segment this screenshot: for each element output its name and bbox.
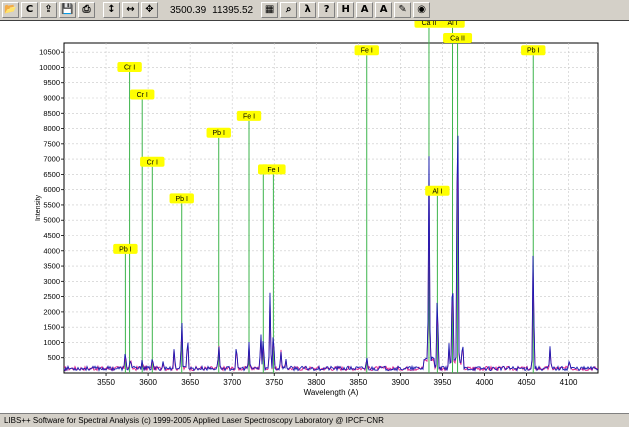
- x-tick-label: 4000: [476, 378, 494, 387]
- element-label-box: [440, 17, 465, 28]
- element-marker-icon[interactable]: A: [375, 2, 393, 18]
- element-label: Al I: [432, 188, 442, 195]
- print-icon[interactable]: ⎙: [78, 2, 95, 18]
- element-label-box: [206, 127, 231, 138]
- element-label: Ca II: [450, 36, 465, 43]
- toolbar: 📂 C ⇪ 💾 ⎙ ↕ ↔ ✥ 3500.39 11395.52 ▦ ⌕ λ? H A A ✎ ◉: [0, 0, 629, 21]
- status-bar: LIBS++ Software for Spectral Analysis (c…: [0, 413, 629, 426]
- export-icon[interactable]: ⇪: [40, 2, 57, 18]
- y-tick-label: 10500: [39, 48, 60, 57]
- element-label-box: [443, 33, 473, 43]
- element-label: Cr I: [137, 92, 148, 99]
- element-label-box: [169, 193, 194, 204]
- x-tick-label: 4050: [518, 378, 536, 387]
- y-tick-label: 1000: [43, 338, 60, 347]
- element-label-box: [113, 243, 138, 254]
- element-label-box: [117, 62, 142, 73]
- y-tick-label: 500: [47, 353, 60, 362]
- element-label: Ca II: [422, 21, 437, 27]
- element-label-box: [425, 185, 450, 196]
- element-label-box: [236, 110, 262, 121]
- y-tick-label: 10000: [39, 63, 60, 72]
- open-folder-icon[interactable]: 📂: [2, 2, 19, 18]
- y-tick-label: 7000: [43, 155, 60, 164]
- line-identify-icon[interactable]: λ: [299, 2, 317, 18]
- x-axis-label: Wavelength (A): [304, 388, 359, 397]
- y-tick-label: 4000: [43, 246, 60, 255]
- element-label-box: [261, 164, 286, 175]
- y-tick-label: 9000: [43, 94, 60, 103]
- hydrogen-line-icon[interactable]: H: [337, 2, 355, 18]
- element-label-box: [521, 45, 546, 56]
- y-tick-label: 6000: [43, 185, 60, 194]
- y-tick-label: 3500: [43, 262, 60, 271]
- save-icon[interactable]: 💾: [59, 2, 76, 18]
- peak-search-icon[interactable]: ⌕: [280, 2, 298, 18]
- x-tick-label: 3800: [307, 378, 325, 387]
- grid-icon[interactable]: ▦: [261, 2, 279, 18]
- horizontal-zoom-icon[interactable]: ↔: [122, 2, 139, 18]
- spectrum-chart[interactable]: 3550 3600 3650 3700 3750 3800 3850 3900 3950 4000…: [0, 17, 629, 414]
- y-tick-label: 2500: [43, 292, 60, 301]
- x-tick-label: 3750: [265, 378, 283, 387]
- element-label: Fe I: [267, 167, 279, 174]
- x-tick-label: 3950: [434, 378, 452, 387]
- element-label: Fe I: [243, 113, 255, 120]
- y-tick-label: 9500: [43, 78, 60, 87]
- element-lines-icon[interactable]: A: [356, 2, 374, 18]
- element-label: Pb I: [176, 196, 189, 203]
- spectrum-chart-area[interactable]: 3550 3600 3650 3700 3750 3800 3850 3900 3950 4000…: [0, 17, 629, 414]
- element-label-box: [140, 156, 165, 167]
- element-label: Al I: [447, 21, 457, 27]
- element-label: Fe I: [361, 48, 373, 55]
- element-label: Cr I: [147, 159, 158, 166]
- x-tick-label: 3600: [139, 378, 157, 387]
- y-tick-label: 5000: [43, 216, 60, 225]
- y-tick-label: 8000: [43, 124, 60, 133]
- y-tick-label: 4500: [43, 231, 60, 240]
- spectrum-blue-trace: [63, 135, 599, 372]
- line-query-icon[interactable]: ?: [318, 2, 336, 18]
- y-tick-label: 3000: [43, 277, 60, 286]
- element-label-box: [414, 17, 444, 28]
- y-tick-label: 6500: [43, 170, 60, 179]
- element-label-box: [130, 89, 155, 100]
- x-tick-label: 3850: [349, 378, 367, 387]
- x-tick-label: 4100: [560, 378, 578, 387]
- x-tick-label: 3550: [97, 378, 115, 387]
- status-text: LIBS++ Software for Spectral Analysis (c…: [4, 416, 384, 425]
- y-tick-label: 8500: [43, 109, 60, 118]
- globe-icon[interactable]: ◉: [413, 2, 431, 18]
- element-label: Pb I: [527, 48, 540, 55]
- y-tick-label: 7500: [43, 139, 60, 148]
- element-label: Pb I: [119, 246, 132, 253]
- element-label: Pb I: [213, 130, 226, 137]
- cursor-x-readout: 3500.39: [170, 4, 207, 16]
- y-tick-label: 2000: [43, 307, 60, 316]
- y-tick-label: 1500: [43, 323, 60, 332]
- element-label: Cr I: [124, 65, 135, 72]
- vertical-zoom-icon[interactable]: ↕: [103, 2, 120, 18]
- clear-icon[interactable]: C: [21, 2, 38, 18]
- x-tick-label: 3650: [181, 378, 199, 387]
- move-icon[interactable]: ✥: [141, 2, 158, 18]
- element-label-box: [354, 45, 379, 56]
- pencil-icon[interactable]: ✎: [394, 2, 412, 18]
- y-tick-label: 5500: [43, 200, 60, 209]
- x-tick-label: 3700: [223, 378, 241, 387]
- x-tick-label: 3900: [391, 378, 409, 387]
- y-axis-label: Intensity: [35, 194, 42, 221]
- cursor-y-readout: 11395.52: [212, 4, 254, 16]
